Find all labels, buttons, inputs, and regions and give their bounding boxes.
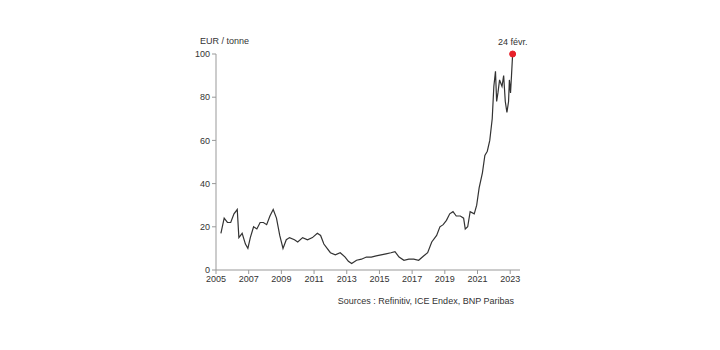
html-text:EUR / tonne: EUR / tonne [200,36,249,46]
svg-text:40: 40 [200,179,210,189]
html-text:Sources : Refinitiv, ICE Endex: Sources : Refinitiv, ICE Endex, BNP Pari… [337,296,514,306]
svg-text:2009: 2009 [271,274,291,284]
svg-text:0: 0 [205,265,210,275]
svg-text:2005: 2005 [206,274,226,284]
svg-text:2015: 2015 [369,274,389,284]
svg-text:2017: 2017 [402,274,422,284]
svg-text:24 févr.: 24 févr. [498,37,528,47]
svg-text:2013: 2013 [337,274,357,284]
svg-text:20: 20 [200,222,210,232]
svg-text:2023: 2023 [500,274,520,284]
svg-text:2021: 2021 [467,274,487,284]
svg-text:2019: 2019 [435,274,455,284]
svg-text:2011: 2011 [304,274,323,284]
svg-text:100: 100 [195,49,210,59]
svg-text:2007: 2007 [239,274,259,284]
svg-text:80: 80 [200,92,210,102]
svg-text:60: 60 [200,136,210,146]
